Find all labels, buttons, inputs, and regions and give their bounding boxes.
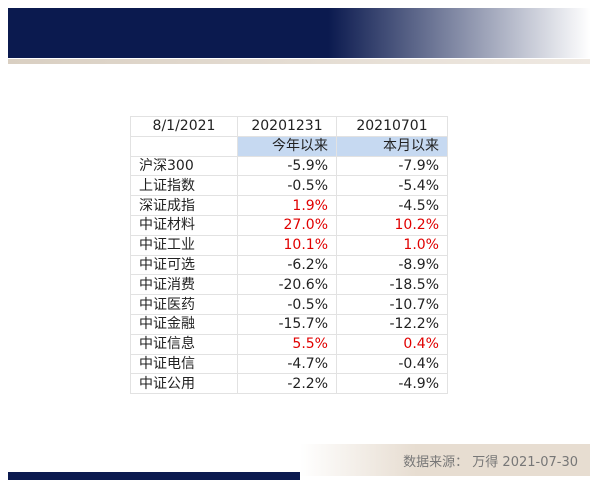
source-note: 数据来源： 万得 2021-07-30 (403, 455, 578, 470)
data-row: 中证可选 -6.2% -8.9% (130, 254, 448, 276)
banner (8, 8, 590, 58)
bottom-bar (8, 472, 300, 480)
value-cell: 5.5% (237, 333, 337, 355)
value-cell: -4.5% (336, 195, 448, 216)
value-cell: -10.7% (336, 294, 448, 315)
data-row: 中证金融 -15.7% -12.2% (130, 313, 448, 335)
row-label: 中证材料 (130, 214, 238, 236)
data-table: 8/1/2021 20201231 20210701 今年以来 本月以来 沪深300 -5.… (130, 116, 448, 395)
row-label: 中证信息 (130, 333, 238, 355)
data-row: 沪深300 -5.9% -7.9% (130, 155, 448, 177)
value-cell: 1.0% (336, 234, 448, 256)
banner-line (8, 59, 590, 64)
header-cell: 20210701 (336, 116, 448, 137)
row-label: 沪深300 (130, 155, 238, 177)
row-label: 中证医药 (130, 294, 238, 315)
subheader-cell: 本月以来 (336, 135, 448, 157)
row-label: 中证金融 (130, 313, 238, 335)
data-row: 中证消费 -20.6% -18.5% (130, 274, 448, 296)
empty-cell (130, 135, 238, 157)
value-cell: -20.6% (237, 274, 337, 296)
value-cell: -4.9% (336, 373, 448, 395)
subheader-row: 今年以来 本月以来 (130, 135, 448, 157)
row-label: 中证公用 (130, 373, 238, 395)
value-cell: -2.2% (237, 373, 337, 395)
data-row: 中证电信 -4.7% -0.4% (130, 353, 448, 375)
data-row: 中证医药 -0.5% -10.7% (130, 294, 448, 315)
row-label: 中证工业 (130, 234, 238, 256)
subheader-cell: 今年以来 (237, 135, 337, 157)
value-cell: -4.7% (237, 353, 337, 375)
data-row: 上证指数 -0.5% -5.4% (130, 175, 448, 197)
value-cell: -0.5% (237, 294, 337, 315)
value-cell: -7.9% (336, 155, 448, 177)
data-row: 中证公用 -2.2% -4.9% (130, 373, 448, 395)
value-cell: -12.2% (336, 313, 448, 335)
value-cell: -15.7% (237, 313, 337, 335)
value-cell: 10.2% (336, 214, 448, 236)
value-cell: 0.4% (336, 333, 448, 355)
value-cell: 27.0% (237, 214, 337, 236)
row-label: 中证可选 (130, 254, 238, 276)
value-cell: 10.1% (237, 234, 337, 256)
row-label: 上证指数 (130, 175, 238, 197)
data-row: 中证信息 5.5% 0.4% (130, 333, 448, 355)
value-cell: -6.2% (237, 254, 337, 276)
row-label: 中证消费 (130, 274, 238, 296)
header-cell: 20201231 (237, 116, 337, 137)
header-cell: 8/1/2021 (130, 116, 238, 137)
footer-band (300, 444, 590, 476)
value-cell: -0.4% (336, 353, 448, 375)
value-cell: 1.9% (237, 195, 337, 216)
value-cell: -8.9% (336, 254, 448, 276)
header-row: 8/1/2021 20201231 20210701 (130, 116, 448, 137)
value-cell: -5.9% (237, 155, 337, 177)
row-label: 中证电信 (130, 353, 238, 375)
data-row: 深证成指 1.9% -4.5% (130, 195, 448, 216)
value-cell: -18.5% (336, 274, 448, 296)
data-row: 中证工业 10.1% 1.0% (130, 234, 448, 256)
value-cell: -0.5% (237, 175, 337, 197)
value-cell: -5.4% (336, 175, 448, 197)
row-label: 深证成指 (130, 195, 238, 216)
data-row: 中证材料 27.0% 10.2% (130, 214, 448, 236)
table-body: 8/1/2021 20201231 20210701 今年以来 本月以来 沪深300 -5.… (130, 116, 448, 395)
